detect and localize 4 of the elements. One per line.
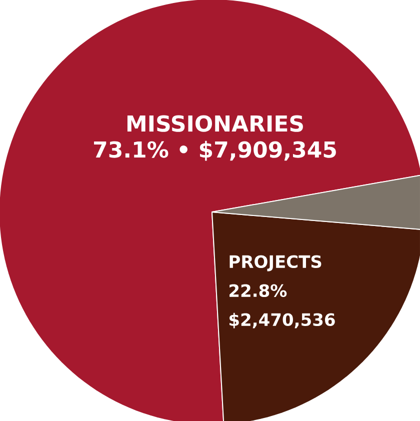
data-label: 73.1% • $7,909,345 (94, 140, 336, 161)
data-label: 22.8% $2,470,536 (230, 284, 335, 328)
slice-label: MISSIONARIES (127, 115, 303, 132)
slice-label: PROJECTS (230, 255, 322, 272)
